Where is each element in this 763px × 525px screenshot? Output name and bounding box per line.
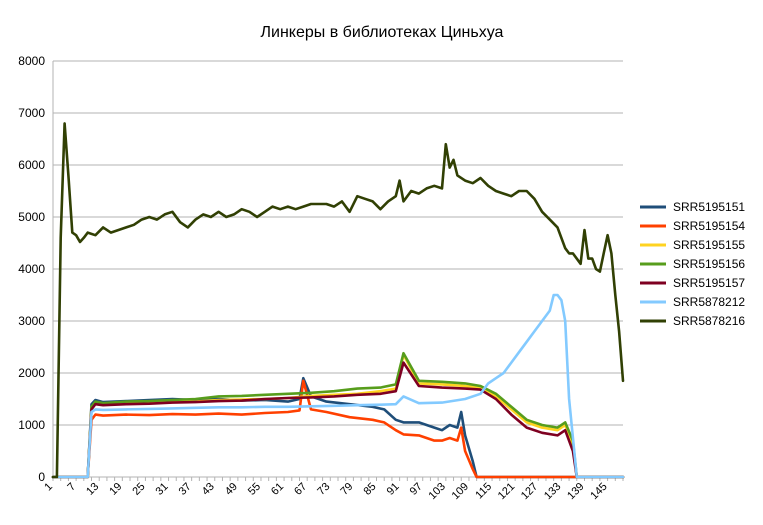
x-tick-label: 103 <box>426 481 447 502</box>
x-tick-label: 109 <box>450 481 471 502</box>
y-tick-label: 7000 <box>18 106 45 120</box>
x-tick-label: 127 <box>519 481 540 502</box>
y-tick-label: 1000 <box>18 418 45 432</box>
x-tick-label: 43 <box>200 481 217 498</box>
x-tick-label: 7 <box>65 481 78 494</box>
y-tick-label: 5000 <box>18 210 45 224</box>
series-line <box>51 351 625 479</box>
series-line <box>51 379 625 479</box>
series-line <box>51 122 625 479</box>
x-tick-label: 97 <box>408 481 425 498</box>
x-tick-label: 139 <box>565 481 586 502</box>
x-tick-label: 31 <box>154 481 171 498</box>
x-tick-label: 115 <box>473 481 494 502</box>
y-axis-ticks: 0 1000 2000 3000 4000 5000 6000 7000 8000 <box>18 54 45 484</box>
x-tick-label: 145 <box>588 481 609 502</box>
x-tick-label: 61 <box>269 481 286 498</box>
legend: SRR5195151 SRR5195154 SRR5195155 SRR5195156… <box>640 200 745 328</box>
legend-label: SRR5195155 <box>673 238 745 252</box>
series-line <box>51 293 625 479</box>
series-line <box>51 376 625 479</box>
y-tick-label: 2000 <box>18 366 45 380</box>
legend-label: SRR5195154 <box>673 219 745 233</box>
legend-label: SRR5878216 <box>673 314 745 328</box>
x-axis-ticks: 1 7 13 19 25 31 37 43 49 55 61 67 73 79 85 91 97 103 109 11… <box>42 477 624 502</box>
x-tick-label: 49 <box>223 481 240 498</box>
y-tick-label: 8000 <box>18 54 45 68</box>
x-tick-label: 133 <box>542 481 563 502</box>
x-tick-label: 79 <box>338 481 355 498</box>
legend-label: SRR5878212 <box>673 295 745 309</box>
x-tick-label: 85 <box>361 481 378 498</box>
series-line <box>51 361 625 479</box>
y-tick-label: 6000 <box>18 158 45 172</box>
series-lines <box>51 122 625 479</box>
chart-title: Линкеры в библиотеках Циньхуа <box>261 24 504 41</box>
legend-label: SRR5195156 <box>673 257 745 271</box>
legend-label: SRR5195157 <box>673 276 745 290</box>
x-tick-label: 19 <box>107 481 124 498</box>
x-tick-label: 1 <box>42 481 55 494</box>
x-tick-label: 67 <box>292 481 309 498</box>
y-tick-label: 4000 <box>18 262 45 276</box>
gridlines <box>53 60 623 426</box>
y-tick-label: 0 <box>38 470 45 484</box>
x-tick-label: 55 <box>246 481 263 498</box>
x-tick-label: 37 <box>177 481 194 498</box>
legend-label: SRR5195151 <box>673 200 745 214</box>
x-tick-label: 25 <box>130 481 147 498</box>
y-tick-label: 3000 <box>18 314 45 328</box>
x-tick-label: 73 <box>315 481 332 498</box>
x-tick-label: 13 <box>84 481 101 498</box>
x-tick-label: 91 <box>385 481 402 498</box>
x-tick-label: 121 <box>496 481 517 502</box>
